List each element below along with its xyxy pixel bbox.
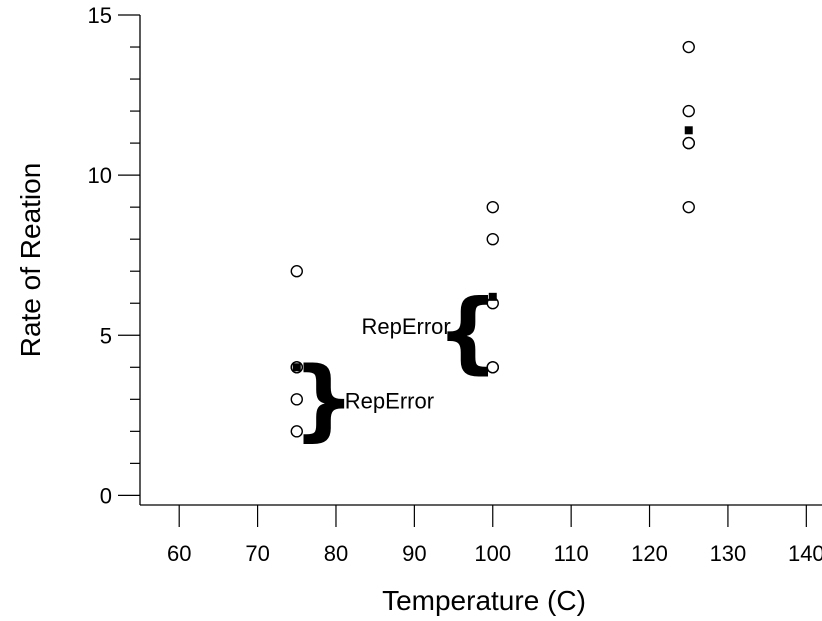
observation-point	[290, 425, 303, 438]
observation-point	[682, 136, 695, 150]
x-tick-label: 100	[474, 541, 511, 566]
plot-frame	[139, 15, 822, 506]
observation-point	[682, 104, 695, 118]
y-axis-title: Rate of Reation	[15, 163, 46, 358]
x-tick-label: 70	[245, 541, 269, 566]
mean-point	[684, 126, 693, 135]
mean-point	[292, 363, 301, 372]
observation-point	[290, 265, 303, 278]
x-tick-label: 140	[788, 541, 822, 566]
rep-error-brace-100: {	[436, 280, 499, 383]
observation-point	[486, 361, 499, 374]
x-tick-label: 130	[710, 541, 747, 566]
x-tick-label: 60	[167, 541, 191, 566]
y-tick-label: 10	[88, 163, 112, 188]
x-axis-ticks: 60 70 80 90 100 110 120 130 140	[167, 505, 822, 566]
x-tick-label: 110	[554, 541, 589, 566]
rep-error-label-100: RepError	[362, 314, 451, 339]
x-axis-title: Temperature (C)	[382, 585, 586, 616]
observation-point	[486, 200, 499, 214]
y-tick-label: 5	[100, 323, 112, 348]
y-axis-ticks: 0 5 10 15	[88, 3, 140, 508]
x-tick-label: 90	[402, 541, 426, 566]
x-tick-label: 80	[324, 541, 348, 566]
rep-error-label-75: RepError	[345, 388, 434, 413]
y-tick-label: 0	[100, 483, 112, 508]
x-tick-label: 120	[631, 541, 668, 566]
y-tick-label: 15	[88, 3, 112, 28]
annotations: } RepError { RepError	[292, 280, 499, 450]
observation-point	[290, 393, 303, 406]
observation-point	[682, 40, 695, 54]
rep-error-brace-75: }	[292, 347, 355, 450]
observation-point	[682, 200, 695, 214]
data-points	[290, 40, 695, 438]
mean-point	[488, 292, 497, 301]
observation-point	[486, 232, 499, 246]
